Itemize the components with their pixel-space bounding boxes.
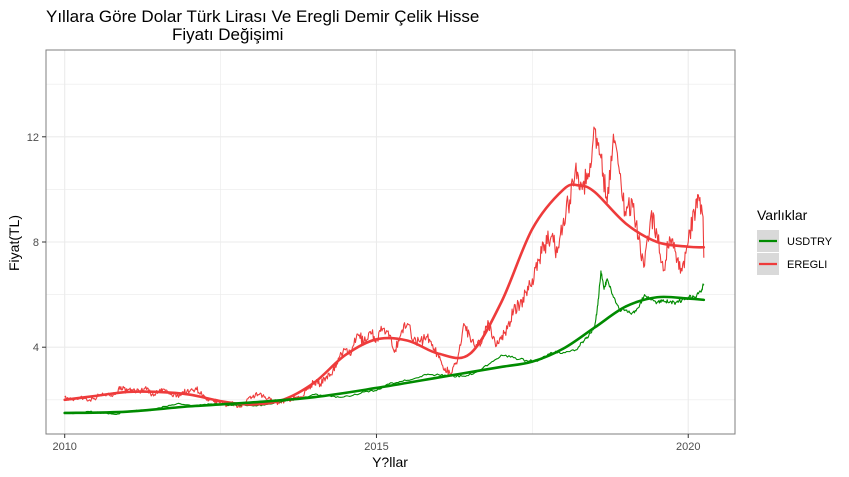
legend-label-eregli: EREGLI [787, 259, 827, 271]
x-tick-label: 2010 [52, 441, 76, 453]
x-axis-title: Y?llar [372, 454, 408, 470]
y-tick-label: 8 [33, 237, 39, 249]
y-axis-title: Fiyat(TL) [6, 215, 22, 271]
series-usdtry-smooth-line [63, 295, 706, 415]
grid [46, 50, 735, 434]
legend: Varlıklar USDTRY EREGLI [757, 207, 833, 275]
series-eregli-raw-line [64, 126, 705, 408]
series-eregli-smooth-line [63, 183, 706, 406]
series-layer [63, 126, 706, 416]
y-tick-label: 4 [33, 342, 39, 354]
y-tick-label: 12 [27, 132, 39, 144]
x-axis: 2010 2015 2020 [52, 434, 700, 453]
x-tick-label: 2015 [364, 441, 388, 453]
legend-title: Varlıklar [757, 207, 808, 223]
x-tick-label: 2020 [676, 441, 700, 453]
chart-title-line1: Yıllara Göre Dolar Türk Lirası Ve Eregli… [46, 7, 479, 26]
y-axis: 4 8 12 [27, 132, 46, 354]
chart-title-line2: Fiyatı Değişimi [172, 25, 283, 44]
legend-label-usdtry: USDTRY [787, 236, 833, 248]
